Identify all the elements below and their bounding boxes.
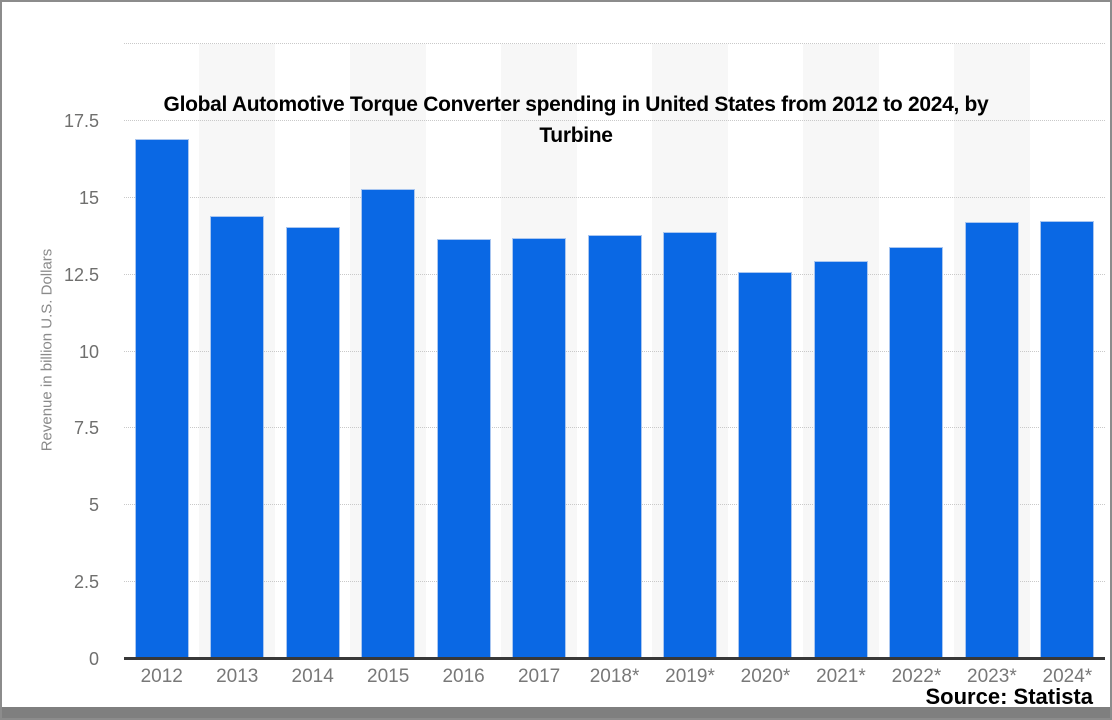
y-tick-label-10: 10	[78, 341, 99, 362]
bar-2017[interactable]	[512, 237, 567, 659]
x-tick-label-2023*: 2023*	[967, 666, 1017, 687]
column-2012	[124, 44, 199, 659]
bar-2018*[interactable]	[587, 234, 642, 659]
gridline-15	[124, 196, 1105, 198]
x-tick-label-2021*: 2021*	[816, 666, 866, 687]
x-tick-label-2019*: 2019*	[665, 666, 715, 687]
column-2018*	[577, 44, 652, 659]
x-tick-label-2018*: 2018*	[589, 666, 640, 687]
x-tick-label-2013: 2013	[216, 666, 259, 687]
chart-title-line-2: Turbine	[539, 124, 613, 147]
x-tick-label-2022*: 2022*	[891, 666, 942, 687]
x-tick-label-2024*: 2024*	[1042, 666, 1093, 687]
bar-2015[interactable]	[361, 188, 416, 659]
column-2023*	[954, 44, 1030, 659]
bar-2021*[interactable]	[813, 260, 868, 659]
x-tick-label-2014: 2014	[291, 666, 334, 687]
x-axis-labels: 2012 2013 2014 2015 2016 2017 2018* 2019* 2020* 2…	[124, 666, 1105, 688]
chart-title-line-1: Global Automotive Torque Converter spend…	[163, 93, 989, 116]
bar-2023*[interactable]	[964, 222, 1019, 659]
column-band-row	[124, 44, 1105, 659]
bar-2019*[interactable]	[663, 231, 718, 659]
bar-2013[interactable]	[210, 216, 265, 659]
column-2017	[501, 44, 577, 659]
x-tick-label-2015: 2015	[367, 666, 410, 687]
column-2021*	[803, 44, 879, 659]
column-2014	[275, 44, 350, 659]
plot-area	[124, 43, 1105, 660]
source-label: Source: Statista	[925, 684, 1094, 709]
x-axis-line	[124, 657, 1105, 660]
y-tick-label-17.5: 17.5	[63, 110, 99, 131]
y-tick-label-2.5: 2.5	[73, 572, 99, 593]
column-2013	[199, 44, 275, 659]
bar-2020*[interactable]	[738, 271, 793, 659]
y-tick-label-0: 0	[88, 649, 99, 669]
y-tick-label-15: 15	[78, 187, 99, 208]
column-2020*	[728, 44, 803, 659]
x-tick-label-2012: 2012	[140, 666, 183, 687]
gridline-20	[124, 43, 1105, 44]
column-2019*	[652, 44, 728, 659]
y-tick-label-5: 5	[88, 495, 99, 516]
chart-title: Global Automotive Torque Converter spend…	[61, 89, 1091, 151]
column-2022*	[879, 44, 954, 659]
gridline-17.5	[124, 119, 1105, 121]
bar-2022*[interactable]	[889, 246, 944, 659]
bar-2012[interactable]	[134, 139, 189, 659]
column-2016	[426, 44, 501, 659]
bottom-gray-bar	[2, 707, 1110, 718]
column-2024*	[1030, 44, 1105, 659]
y-tick-label-7.5: 7.5	[73, 418, 99, 439]
column-2015	[350, 44, 426, 659]
y-tick-label-12.5: 12.5	[63, 264, 99, 285]
bar-2014[interactable]	[285, 226, 340, 659]
bar-2024*[interactable]	[1040, 220, 1095, 659]
bar-2016[interactable]	[436, 239, 491, 659]
x-tick-label-2016: 2016	[442, 666, 485, 687]
x-tick-label-2020*: 2020*	[740, 666, 791, 687]
x-tick-label-2017: 2017	[517, 666, 561, 687]
